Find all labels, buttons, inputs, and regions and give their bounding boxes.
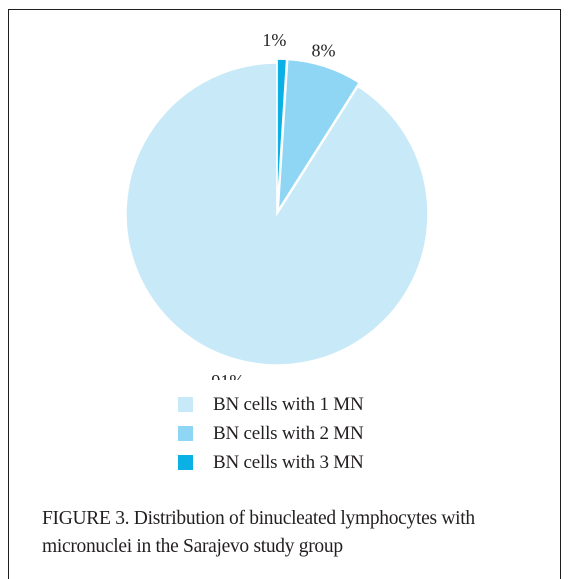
pie-chart: 91% 1% 8% (125, 30, 429, 380)
legend-swatch (178, 397, 193, 412)
legend-label: BN cells with 1 MN (213, 393, 364, 415)
legend-swatch (178, 455, 193, 470)
pie-slice (276, 58, 288, 211)
legend-label: BN cells with 3 MN (213, 451, 364, 473)
pie-slice (125, 62, 429, 366)
figure-frame (8, 9, 561, 579)
legend-item: BN cells with 3 MN (178, 448, 364, 477)
figure-caption: FIGURE 3. Distribution of binucleated ly… (42, 508, 475, 557)
chart-legend: BN cells with 1 MN BN cells with 2 MN BN… (178, 390, 364, 477)
pie-slice-label: 1% (262, 30, 286, 50)
legend-item: BN cells with 1 MN (178, 390, 364, 419)
legend-swatch (178, 426, 193, 441)
pie-slices (125, 58, 429, 366)
legend-label: BN cells with 2 MN (213, 422, 364, 444)
pie-slice (277, 58, 361, 211)
pie-slice-labels: 91% 1% 8% (211, 30, 335, 380)
pie-slice-label: 91% (211, 371, 244, 380)
pie-slice-label: 8% (312, 40, 336, 60)
legend-item: BN cells with 2 MN (178, 419, 364, 448)
